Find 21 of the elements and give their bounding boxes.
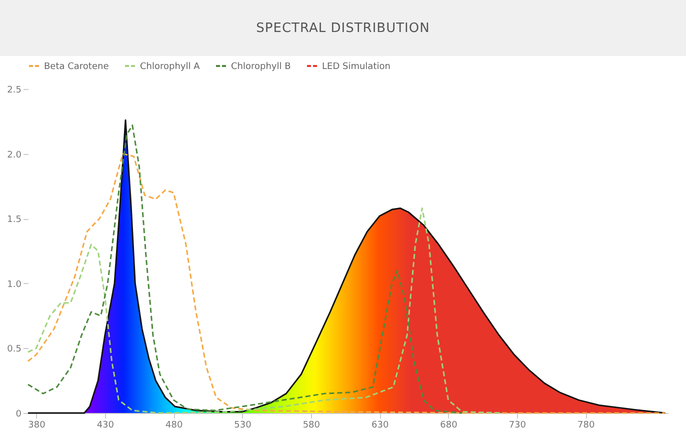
y-tick-label: 1.5 [7,215,22,226]
chart-title: SPECTRAL DISTRIBUTION [0,0,686,56]
y-tick-label: 2.5 [7,86,22,96]
x-tick-label: 680 [440,420,458,430]
x-tick-label: 730 [508,420,526,430]
y-tick-label: 1.0 [7,280,22,290]
legend-label: Chlorophyll B [231,62,291,72]
line-series [27,124,463,414]
x-tick-label: 430 [96,420,114,430]
legend-label: Chlorophyll A [140,62,201,72]
legend-label: Beta Carotene [44,62,110,72]
x-tick-label: 480 [165,420,183,430]
x-tick-label: 630 [371,420,389,430]
x-tick-label: 530 [234,420,252,430]
x-tick-label: 780 [578,420,595,430]
x-tick-label: 580 [302,420,320,430]
x-tick-label: 380 [28,420,46,430]
y-tick-label: 0.5 [7,344,22,355]
y-tick-label: 0 [16,410,22,420]
y-tick-label: 2.0 [7,150,22,160]
legend-label: LED Simulation [322,62,390,72]
